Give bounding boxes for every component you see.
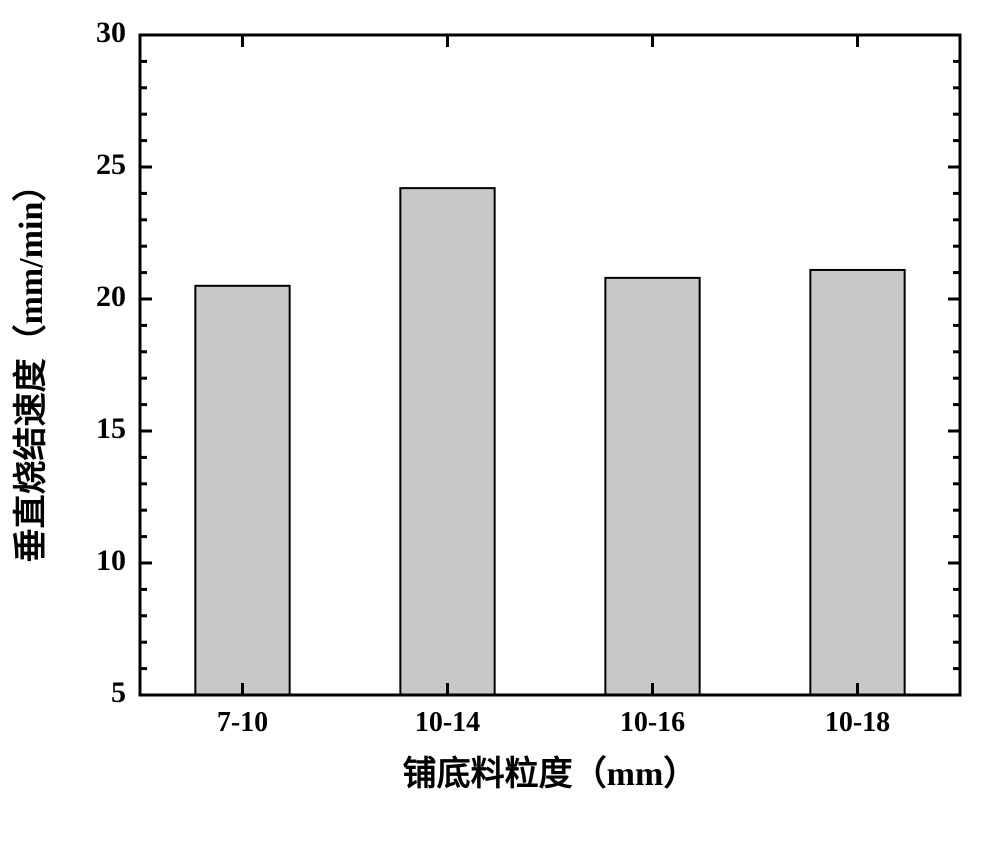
y-tick-label: 25 (96, 148, 126, 181)
bar-chart: 5 10 15 20 25 30 7-10 10-14 10-16 10-18 铺底料粒度（mm） 垂… (0, 0, 1000, 841)
x-tick-label: 10-14 (415, 707, 480, 738)
bar (400, 188, 494, 695)
bar (810, 270, 904, 695)
chart-svg: 5 10 15 20 25 30 7-10 10-14 10-16 10-18 铺底料粒度（mm） 垂… (0, 0, 1000, 841)
x-tick-label: 10-16 (620, 707, 685, 738)
y-tick-label: 10 (96, 544, 126, 577)
y-tick-label: 30 (96, 16, 126, 49)
x-tick-label: 10-18 (825, 707, 890, 738)
y-tick-label: 20 (96, 280, 126, 313)
bar (605, 278, 699, 695)
bar (195, 286, 289, 695)
x-axis-label: 铺底料粒度（mm） (403, 754, 698, 793)
x-tick-label: 7-10 (217, 707, 268, 738)
y-tick-label: 15 (96, 412, 126, 445)
y-axis-label: 垂直烧结速度（mm/min） (11, 168, 50, 563)
y-tick-label: 5 (111, 676, 126, 709)
